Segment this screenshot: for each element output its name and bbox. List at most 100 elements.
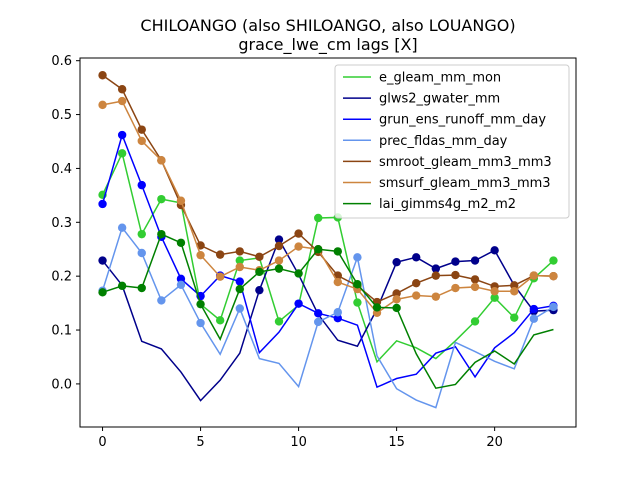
data-point-prec_fldas_mm_day-22 xyxy=(529,314,539,323)
data-point-smsurf_gleam_mm3_mm3-22 xyxy=(529,271,539,280)
data-point-prec_fldas_mm_day-11 xyxy=(314,317,323,327)
data-point-smsurf_gleam_mm3_mm3-12 xyxy=(333,277,342,287)
data-point-smsurf_gleam_mm3_mm3-10 xyxy=(294,242,303,251)
data-point-glws2_gwater_mm-17 xyxy=(431,264,441,273)
data-point-glws2_gwater_mm-19 xyxy=(470,256,480,265)
x-tick-label: 0 xyxy=(98,435,106,450)
axis-ticks: 0 5 10 15 20 0.0 0.1 0.2 0.3 0.4 0.5 0.6 xyxy=(51,54,503,450)
data-point-lai_gimms4g_m2_m2-8 xyxy=(255,267,264,277)
data-point-e_gleam_mm_mon-3 xyxy=(157,194,166,204)
data-point-lai_gimms4g_m2_m2-10 xyxy=(294,269,303,278)
data-point-e_gleam_mm_mon-9 xyxy=(274,317,284,326)
data-point-smsurf_gleam_mm3_mm3-23 xyxy=(549,271,558,281)
data-point-lai_gimms4g_m2_m2-4 xyxy=(176,238,186,247)
data-point-grun_ens_runoff_mm_day-11 xyxy=(314,309,323,318)
legend-label-smroot_gleam_mm3_mm3: smroot_gleam_mm3_mm3 xyxy=(379,155,552,170)
data-point-smroot_gleam_mm3_mm3-2 xyxy=(137,125,146,134)
x-tick-label: 5 xyxy=(196,435,204,450)
data-point-smsurf_gleam_mm3_mm3-0 xyxy=(98,100,107,110)
data-point-smsurf_gleam_mm3_mm3-9 xyxy=(274,256,284,265)
data-point-grun_ens_runoff_mm_day-10 xyxy=(294,299,303,308)
data-point-smsurf_gleam_mm3_mm3-19 xyxy=(470,282,480,292)
legend-label-lai_gimms4g_m2_m2: lai_gimms4g_m2_m2 xyxy=(379,197,516,212)
data-point-smroot_gleam_mm3_mm3-0 xyxy=(98,71,107,80)
data-point-lai_gimms4g_m2_m2-15 xyxy=(392,303,401,313)
data-point-grun_ens_runoff_mm_day-7 xyxy=(235,277,244,286)
data-point-glws2_gwater_mm-20 xyxy=(490,246,499,255)
x-tick-label: 15 xyxy=(388,435,405,450)
data-point-smsurf_gleam_mm3_mm3-20 xyxy=(490,287,499,296)
legend: e_gleam_mm_mon glws2_gwater_mm grun_ens_ru… xyxy=(334,64,570,219)
data-point-smroot_gleam_mm3_mm3-18 xyxy=(451,270,460,280)
data-point-lai_gimms4g_m2_m2-9 xyxy=(274,264,284,273)
data-point-smsurf_gleam_mm3_mm3-3 xyxy=(157,156,166,165)
data-point-grun_ens_runoff_mm_day-0 xyxy=(98,199,107,209)
data-point-grun_ens_runoff_mm_day-12 xyxy=(333,313,342,323)
data-point-lai_gimms4g_m2_m2-2 xyxy=(137,283,146,293)
data-point-e_gleam_mm_mon-6 xyxy=(215,316,225,325)
data-point-smroot_gleam_mm3_mm3-10 xyxy=(294,229,303,238)
data-point-smsurf_gleam_mm3_mm3-5 xyxy=(196,250,205,260)
data-point-prec_fldas_mm_day-12 xyxy=(333,308,342,317)
y-tick-label: 0.1 xyxy=(51,324,72,339)
data-point-grun_ens_runoff_mm_day-1 xyxy=(117,130,127,140)
data-point-grun_ens_runoff_mm_day-4 xyxy=(176,274,186,284)
legend-label-e_gleam_mm_mon: e_gleam_mm_mon xyxy=(379,71,501,86)
data-point-grun_ens_runoff_mm_day-22 xyxy=(529,304,539,314)
data-point-e_gleam_mm_mon-21 xyxy=(510,313,519,322)
x-tick-label: 10 xyxy=(290,435,307,450)
data-point-smsurf_gleam_mm3_mm3-1 xyxy=(117,96,127,106)
y-tick-label: 0.5 xyxy=(51,108,72,123)
y-tick-label: 0.2 xyxy=(51,270,72,285)
data-point-smroot_gleam_mm3_mm3-6 xyxy=(215,250,225,259)
data-point-lai_gimms4g_m2_m2-14 xyxy=(372,303,382,312)
axes-frame xyxy=(79,57,577,428)
data-point-lai_gimms4g_m2_m2-7 xyxy=(235,284,244,294)
data-point-smsurf_gleam_mm3_mm3-7 xyxy=(235,262,244,272)
data-point-e_gleam_mm_mon-7 xyxy=(235,256,244,265)
data-point-smsurf_gleam_mm3_mm3-15 xyxy=(392,295,401,304)
data-point-glws2_gwater_mm-15 xyxy=(392,257,401,267)
data-point-prec_fldas_mm_day-2 xyxy=(137,248,146,258)
data-point-smroot_gleam_mm3_mm3-15 xyxy=(392,289,401,298)
data-point-glws2_gwater_mm-0 xyxy=(98,256,107,265)
data-point-prec_fldas_mm_day-7 xyxy=(235,304,244,313)
data-point-lai_gimms4g_m2_m2-0 xyxy=(98,288,107,297)
data-point-e_gleam_mm_mon-20 xyxy=(490,293,499,302)
data-point-smroot_gleam_mm3_mm3-21 xyxy=(510,281,519,290)
legend-label-grun_ens_runoff_mm_day: grun_ens_runoff_mm_day xyxy=(379,113,546,128)
data-point-smsurf_gleam_mm3_mm3-6 xyxy=(215,272,225,281)
data-point-smsurf_gleam_mm3_mm3-17 xyxy=(431,292,441,301)
data-point-smsurf_gleam_mm3_mm3-16 xyxy=(412,291,421,300)
y-tick-label: 0.0 xyxy=(51,377,72,392)
legend-label-prec_fldas_mm_day: prec_fldas_mm_day xyxy=(379,134,508,149)
data-point-lai_gimms4g_m2_m2-1 xyxy=(117,281,127,291)
data-point-lai_gimms4g_m2_m2-13 xyxy=(353,280,362,289)
y-tick-label: 0.4 xyxy=(51,162,72,177)
data-point-lai_gimms4g_m2_m2-5 xyxy=(196,299,205,309)
data-point-prec_fldas_mm_day-3 xyxy=(157,296,166,305)
y-tick-label: 0.3 xyxy=(51,216,72,231)
data-point-smroot_gleam_mm3_mm3-8 xyxy=(255,252,264,261)
series-line-grun_ens_runoff_mm_day xyxy=(101,132,554,389)
data-point-smroot_gleam_mm3_mm3-16 xyxy=(412,278,421,288)
data-point-lai_gimms4g_m2_m2-11 xyxy=(314,245,323,254)
data-point-glws2_gwater_mm-9 xyxy=(274,235,284,244)
data-point-smroot_gleam_mm3_mm3-7 xyxy=(235,247,244,256)
legend-box xyxy=(334,64,570,219)
data-point-prec_fldas_mm_day-13 xyxy=(353,253,362,262)
chart-title: CHILOANGO (also SHILOANGO, also LOUANGO) xyxy=(140,16,515,35)
data-point-prec_fldas_mm_day-4 xyxy=(176,280,186,289)
data-point-e_gleam_mm_mon-13 xyxy=(353,298,362,307)
data-point-glws2_gwater_mm-16 xyxy=(412,253,421,262)
y-tick-label: 0.6 xyxy=(51,54,72,69)
data-point-e_gleam_mm_mon-1 xyxy=(117,149,127,158)
data-point-e_gleam_mm_mon-19 xyxy=(470,317,480,326)
data-point-e_gleam_mm_mon-2 xyxy=(137,229,146,239)
data-point-prec_fldas_mm_day-5 xyxy=(196,318,205,328)
data-point-glws2_gwater_mm-18 xyxy=(451,257,460,266)
data-point-glws2_gwater_mm-8 xyxy=(255,285,264,295)
legend-label-glws2_gwater_mm: glws2_gwater_mm xyxy=(379,92,500,107)
data-point-smsurf_gleam_mm3_mm3-21 xyxy=(510,287,519,296)
